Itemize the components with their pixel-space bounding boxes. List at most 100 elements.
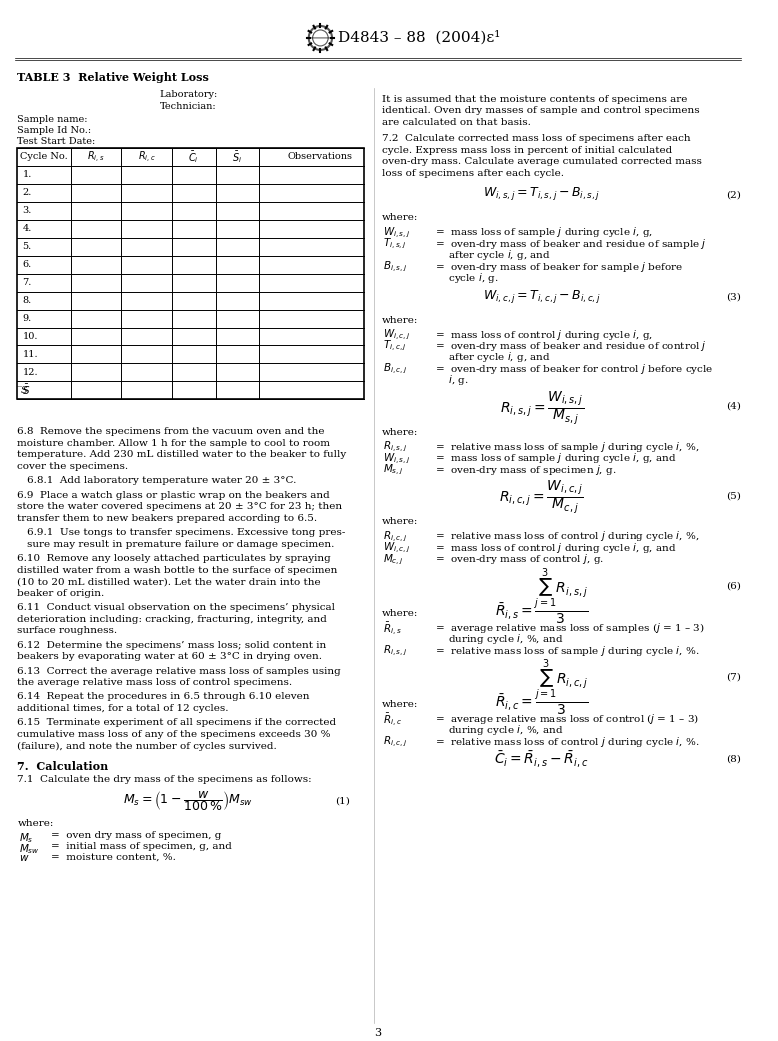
Text: =  initial mass of specimen, g, and: = initial mass of specimen, g, and <box>51 842 233 850</box>
Text: 4.: 4. <box>23 224 32 233</box>
Text: 6.10  Remove any loosely attached particulates by spraying: 6.10 Remove any loosely attached particu… <box>17 554 331 563</box>
Text: =  relative mass loss of control $j$ during cycle $i$, %.: = relative mass loss of control $j$ duri… <box>435 735 699 748</box>
Text: $\bar{S}$: $\bar{S}$ <box>23 383 30 398</box>
Text: $R_{i,c,j} = \dfrac{W_{i,c,j}}{M_{c,j}}$: $R_{i,c,j} = \dfrac{W_{i,c,j}}{M_{c,j}}$ <box>499 479 584 516</box>
Text: 6.8  Remove the specimens from the vacuum oven and the: 6.8 Remove the specimens from the vacuum… <box>17 428 325 436</box>
Text: 6.13  Correct the average relative mass loss of samples using: 6.13 Correct the average relative mass l… <box>17 666 342 676</box>
Text: $\bar{S}_{i}$: $\bar{S}_{i}$ <box>233 149 243 164</box>
Text: store the water covered specimens at 20 ± 3°C for 23 h; then: store the water covered specimens at 20 … <box>17 502 342 511</box>
Text: $\bar{R}_{i,c}$: $\bar{R}_{i,c}$ <box>384 712 402 729</box>
Bar <box>17 148 364 400</box>
Text: (6): (6) <box>726 582 741 590</box>
Text: loss of specimens after each cycle.: loss of specimens after each cycle. <box>381 169 563 178</box>
Text: $\bar{R}_{i,s} = \dfrac{\sum_{j=1}^{3} R_{i,s,j}}{3}$: $\bar{R}_{i,s} = \dfrac{\sum_{j=1}^{3} R… <box>495 566 588 627</box>
Text: 6.: 6. <box>23 260 32 270</box>
Text: $R_{i,c,j}$: $R_{i,c,j}$ <box>384 529 408 543</box>
Text: 6.9.1  Use tongs to transfer specimens. Excessive tong pres-: 6.9.1 Use tongs to transfer specimens. E… <box>27 528 345 537</box>
Text: are calculated on that basis.: are calculated on that basis. <box>381 118 531 127</box>
Text: moisture chamber. Allow 1 h for the sample to cool to room: moisture chamber. Allow 1 h for the samp… <box>17 439 331 448</box>
Text: $R_{i,s,j}$: $R_{i,s,j}$ <box>384 440 408 454</box>
Text: $\bar{R}_{i,s}$: $\bar{R}_{i,s}$ <box>384 620 402 638</box>
Text: =  oven dry mass of specimen, g: = oven dry mass of specimen, g <box>51 831 222 840</box>
Text: during cycle $i$, %, and: during cycle $i$, %, and <box>435 632 564 646</box>
Text: oven-dry mass. Calculate average cumulated corrected mass: oven-dry mass. Calculate average cumulat… <box>381 157 702 167</box>
Text: It is assumed that the moisture contents of specimens are: It is assumed that the moisture contents… <box>381 95 687 104</box>
Text: $M_s = \left(1 - \dfrac{w}{100\,\%}\right) M_{sw}$: $M_s = \left(1 - \dfrac{w}{100\,\%}\righ… <box>123 789 254 813</box>
Text: where:: where: <box>381 517 418 527</box>
Text: Sample Id No.:: Sample Id No.: <box>17 126 92 135</box>
Text: =  relative mass loss of control $j$ during cycle $i$, %,: = relative mass loss of control $j$ duri… <box>435 529 699 543</box>
Text: $\bar{C}_{i}$: $\bar{C}_{i}$ <box>188 149 199 164</box>
Text: 11.: 11. <box>23 350 38 359</box>
Text: =  relative mass loss of sample $j$ during cycle $i$, %.: = relative mass loss of sample $j$ durin… <box>435 643 699 658</box>
Text: (10 to 20 mL distilled water). Let the water drain into the: (10 to 20 mL distilled water). Let the w… <box>17 577 321 586</box>
Text: 9.: 9. <box>23 314 32 323</box>
Text: 7.: 7. <box>23 278 32 287</box>
Text: (7): (7) <box>726 674 741 682</box>
Text: 6.11  Conduct visual observation on the specimens’ physical: 6.11 Conduct visual observation on the s… <box>17 603 335 612</box>
Text: $W_{i,c,j} = T_{i,c,j} - B_{i,c,j}$: $W_{i,c,j} = T_{i,c,j} - B_{i,c,j}$ <box>483 287 601 305</box>
Text: beakers by evaporating water at 60 ± 3°C in drying oven.: beakers by evaporating water at 60 ± 3°C… <box>17 652 322 661</box>
Text: =  oven-dry mass of specimen $j$, g.: = oven-dry mass of specimen $j$, g. <box>435 463 616 477</box>
Text: =  relative mass loss of sample $j$ during cycle $i$, %,: = relative mass loss of sample $j$ durin… <box>435 440 699 454</box>
Text: sure may result in premature failure or damage specimen.: sure may result in premature failure or … <box>27 539 335 549</box>
Text: $B_{i,s,j}$: $B_{i,s,j}$ <box>384 259 408 274</box>
Text: where:: where: <box>381 700 418 709</box>
Text: 10.: 10. <box>23 332 38 341</box>
Text: $R_{i,s,j} = \dfrac{W_{i,s,j}}{M_{s,j}}$: $R_{i,s,j} = \dfrac{W_{i,s,j}}{M_{s,j}}$ <box>499 390 584 427</box>
Text: $T_{i,s,j}$: $T_{i,s,j}$ <box>384 236 407 251</box>
Text: 1.: 1. <box>23 171 32 179</box>
Text: =  moisture content, %.: = moisture content, %. <box>51 853 177 862</box>
Text: (2): (2) <box>726 191 741 199</box>
Text: where:: where: <box>17 819 54 828</box>
Text: deterioration including: cracking, fracturing, integrity, and: deterioration including: cracking, fract… <box>17 614 328 624</box>
Text: Cycle No.: Cycle No. <box>20 152 68 161</box>
Text: 6.9  Place a watch glass or plastic wrap on the beakers and: 6.9 Place a watch glass or plastic wrap … <box>17 490 330 500</box>
Text: 7.  Calculation: 7. Calculation <box>17 761 109 771</box>
Text: cover the specimens.: cover the specimens. <box>17 462 128 471</box>
Text: $W_{i,c,j}$: $W_{i,c,j}$ <box>384 540 412 555</box>
Text: 2.: 2. <box>23 188 32 197</box>
Text: Observations: Observations <box>288 152 353 161</box>
Text: =  oven-dry mass of beaker for sample $j$ before: = oven-dry mass of beaker for sample $j$… <box>435 259 683 274</box>
Text: 8.: 8. <box>23 296 32 305</box>
Text: beaker of origin.: beaker of origin. <box>17 588 105 598</box>
Text: =  oven-dry mass of beaker and residue of control $j$: = oven-dry mass of beaker and residue of… <box>435 339 706 353</box>
Text: =  oven-dry mass of beaker and residue of sample $j$: = oven-dry mass of beaker and residue of… <box>435 236 706 251</box>
Text: =  mass loss of control $j$ during cycle $i$, g, and: = mass loss of control $j$ during cycle … <box>435 540 676 555</box>
Text: 6.15  Terminate experiment of all specimens if the corrected: 6.15 Terminate experiment of all specime… <box>17 718 337 728</box>
Text: surface roughness.: surface roughness. <box>17 626 117 635</box>
Text: where:: where: <box>381 428 418 437</box>
Text: distilled water from a wash bottle to the surface of specimen: distilled water from a wash bottle to th… <box>17 565 338 575</box>
Text: $\bar{R}_{i,s}$: $\bar{R}_{i,s}$ <box>87 148 105 166</box>
Text: after cycle $i$, g, and: after cycle $i$, g, and <box>435 351 551 364</box>
Text: (failure), and note the number of cycles survived.: (failure), and note the number of cycles… <box>17 741 277 751</box>
Text: =  oven-dry mass of control $j$, g.: = oven-dry mass of control $j$, g. <box>435 552 604 566</box>
Text: =  average relative mass loss of samples ($j$ = 1 – 3): = average relative mass loss of samples … <box>435 620 705 635</box>
Text: (8): (8) <box>726 755 741 763</box>
Text: $B_{i,c,j}$: $B_{i,c,j}$ <box>384 362 408 377</box>
Text: Sample name:: Sample name: <box>17 115 88 124</box>
Text: Technician:: Technician: <box>160 102 216 110</box>
Text: $i$, g.: $i$, g. <box>435 374 468 387</box>
Text: ̅S: ̅S <box>23 386 29 395</box>
Text: temperature. Add 230 mL distilled water to the beaker to fully: temperature. Add 230 mL distilled water … <box>17 451 347 459</box>
Text: =  oven-dry mass of beaker for control $j$ before cycle: = oven-dry mass of beaker for control $j… <box>435 362 713 376</box>
Text: identical. Oven dry masses of sample and control specimens: identical. Oven dry masses of sample and… <box>381 106 699 116</box>
Text: 6.14  Repeat the procedures in 6.5 through 6.10 eleven: 6.14 Repeat the procedures in 6.5 throug… <box>17 692 310 702</box>
Text: Test Start Date:: Test Start Date: <box>17 136 96 146</box>
Text: where:: where: <box>381 609 418 617</box>
Text: 6.8.1  Add laboratory temperature water 20 ± 3°C.: 6.8.1 Add laboratory temperature water 2… <box>27 477 296 485</box>
Text: $W_{i,s,j}$: $W_{i,s,j}$ <box>384 452 411 465</box>
Text: $\bar{R}_{i,c}$: $\bar{R}_{i,c}$ <box>138 148 156 166</box>
Text: 6.12  Determine the specimens’ mass loss; solid content in: 6.12 Determine the specimens’ mass loss;… <box>17 640 327 650</box>
Text: cycle. Express mass loss in percent of initial calculated: cycle. Express mass loss in percent of i… <box>381 146 672 155</box>
Text: (4): (4) <box>726 402 741 411</box>
Text: =  mass loss of sample $j$ during cycle $i$, g,: = mass loss of sample $j$ during cycle $… <box>435 225 653 239</box>
Text: $W_{i,s,j} = T_{i,s,j} - B_{i,s,j}$: $W_{i,s,j} = T_{i,s,j} - B_{i,s,j}$ <box>483 185 601 202</box>
Text: $T_{i,c,j}$: $T_{i,c,j}$ <box>384 339 408 353</box>
Text: where:: where: <box>381 213 418 222</box>
Text: 7.1  Calculate the dry mass of the specimens as follows:: 7.1 Calculate the dry mass of the specim… <box>17 775 312 784</box>
Text: cumulative mass loss of any of the specimens exceeds 30 %: cumulative mass loss of any of the speci… <box>17 730 331 739</box>
Text: $\bar{C}_i = \bar{R}_{i,s} - \bar{R}_{i,c}$: $\bar{C}_i = \bar{R}_{i,s} - \bar{R}_{i,… <box>495 750 589 769</box>
